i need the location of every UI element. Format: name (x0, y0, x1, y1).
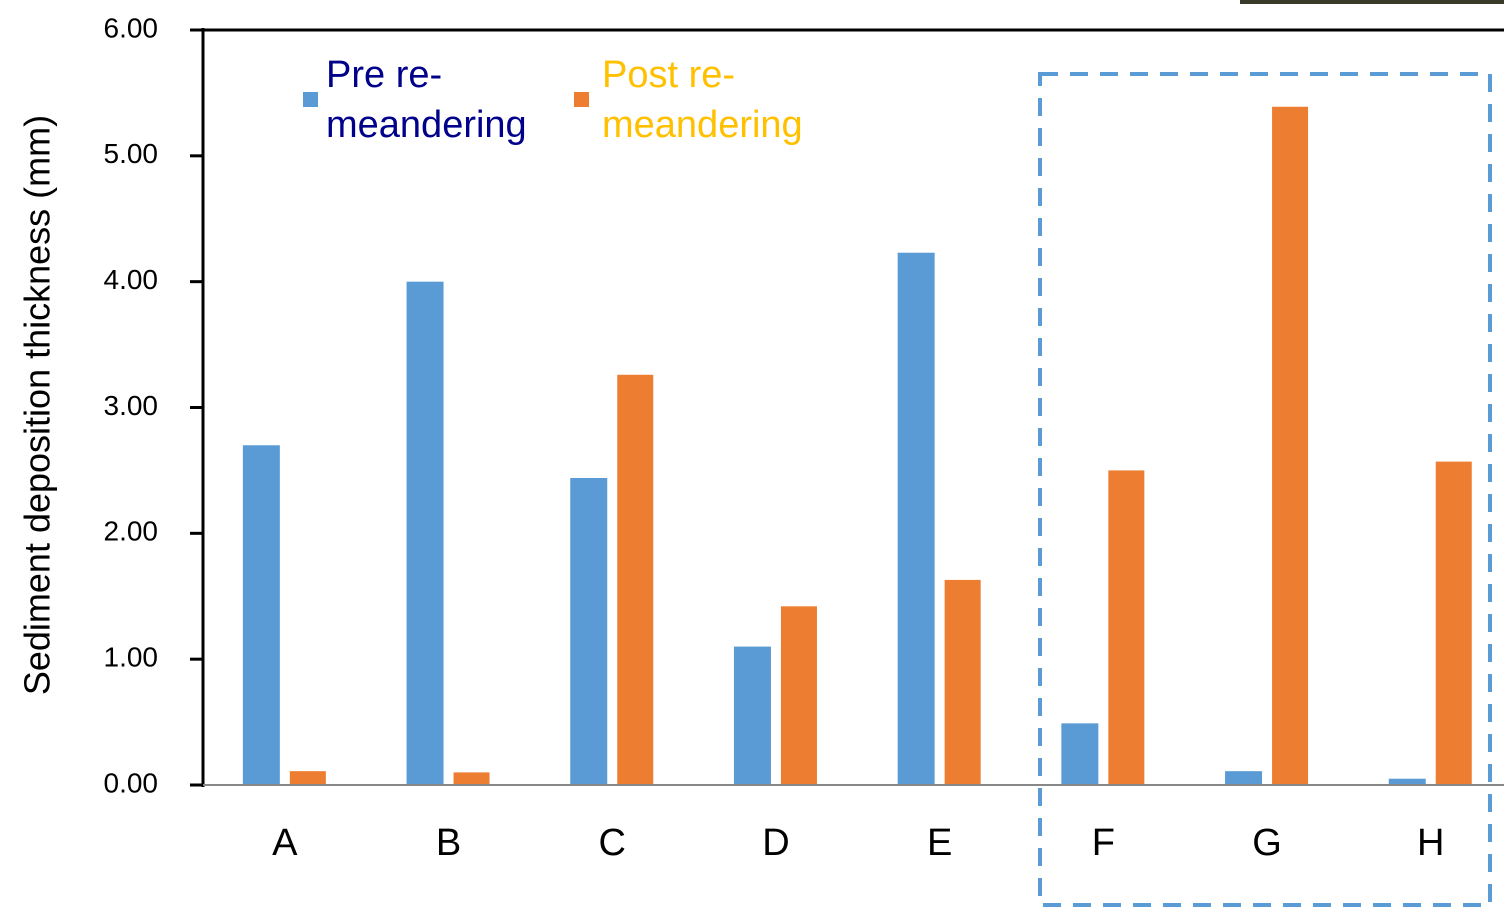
legend-label: Pre re- meandering (326, 50, 527, 150)
bar (617, 375, 653, 785)
bar (1108, 470, 1144, 785)
bar (1272, 107, 1308, 785)
photo-edge (1240, 0, 1504, 4)
bar (1061, 723, 1098, 785)
bar (945, 580, 981, 785)
y-axis-label: Sediment deposition thickness (mm) (17, 115, 58, 695)
y-tick-label: 3.00 (104, 390, 159, 421)
bar (243, 445, 280, 785)
x-tick-label: F (1092, 822, 1115, 864)
bar (454, 772, 490, 785)
y-tick-label: 6.00 (104, 12, 159, 43)
x-tick-label: D (762, 822, 789, 864)
x-tick-label: G (1252, 822, 1282, 864)
x-tick-label: A (272, 822, 298, 864)
x-tick-label: E (927, 822, 952, 864)
x-tick-label: C (599, 822, 626, 864)
bar (898, 253, 935, 785)
chart-container: Sediment deposition thickness (mm) 0.00 1… (0, 0, 1504, 908)
legend-label: Post re- meandering (602, 50, 803, 150)
y-tick-label: 0.00 (104, 767, 159, 798)
bar (570, 478, 607, 785)
x-tick-label: B (436, 822, 461, 864)
x-tick-label: H (1417, 822, 1444, 864)
bar (1436, 462, 1472, 785)
bar (1225, 771, 1262, 785)
bar (734, 647, 771, 785)
legend-swatch (303, 92, 318, 107)
y-tick-label: 1.00 (104, 642, 159, 673)
bar (781, 606, 817, 785)
bar (407, 282, 444, 785)
legend-swatch (574, 92, 589, 107)
y-tick-label: 4.00 (104, 264, 159, 295)
y-tick-label: 2.00 (104, 516, 159, 547)
bar (290, 771, 326, 785)
y-tick-label: 5.00 (104, 138, 159, 169)
